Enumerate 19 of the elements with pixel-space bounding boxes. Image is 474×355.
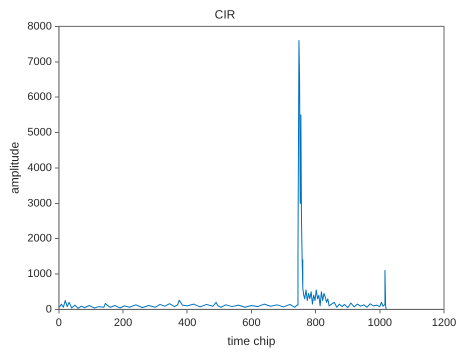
x-axis-title: time chip bbox=[227, 334, 276, 348]
chart-title: CIR bbox=[214, 8, 236, 22]
y-tick-label: 1000 bbox=[27, 268, 52, 280]
x-tick-label: 800 bbox=[306, 317, 325, 330]
x-tick-label: 200 bbox=[114, 317, 132, 330]
y-tick-label: 8000 bbox=[27, 20, 52, 32]
y-tick-label: 0 bbox=[46, 303, 52, 316]
y-tick-label: 4000 bbox=[27, 162, 52, 174]
y-tick-label: 3000 bbox=[27, 197, 52, 210]
y-tick-label: 2000 bbox=[27, 232, 52, 245]
y-tick-label: 6000 bbox=[27, 91, 52, 104]
y-tick-label: 5000 bbox=[27, 126, 52, 139]
x-tick-label: 400 bbox=[178, 317, 196, 330]
y-axis-title: amplitude bbox=[8, 142, 22, 194]
x-tick-label: 1000 bbox=[368, 317, 392, 330]
x-tick-label: 600 bbox=[242, 317, 261, 330]
x-tick-label: 1200 bbox=[432, 317, 456, 330]
y-tick-label: 7000 bbox=[27, 56, 52, 68]
x-tick-label: 0 bbox=[56, 317, 62, 330]
